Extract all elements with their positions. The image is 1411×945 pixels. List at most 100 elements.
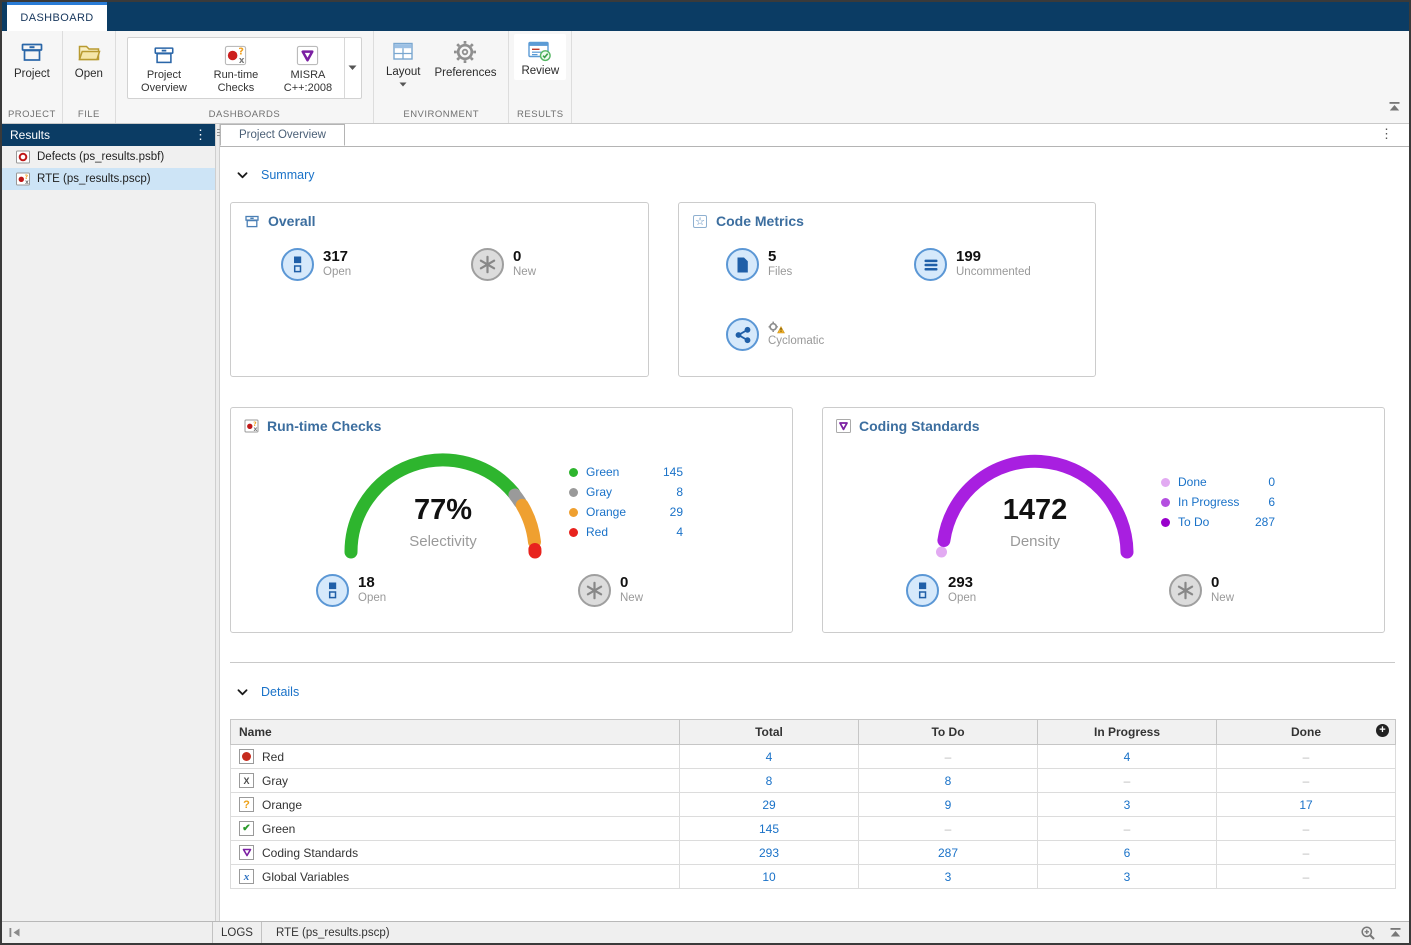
file-group-label: FILE (63, 109, 115, 120)
table-row[interactable]: ? Orange 29 9 3 17 (231, 793, 1396, 817)
table-row[interactable]: x Global Variables 10 3 3 – (231, 865, 1396, 889)
gallery-item-project-overview[interactable]: Project Overview (128, 38, 200, 98)
row-name: Gray (262, 774, 288, 788)
cell-todo[interactable]: 8 (945, 774, 952, 788)
cell-total[interactable]: 8 (766, 774, 773, 788)
legend-value[interactable]: 6 (1268, 495, 1275, 509)
ribbon: Project PROJECT Open FILE (2, 31, 1409, 124)
gallery-item-runtime-checks[interactable]: ? x Run-time Checks (200, 38, 272, 98)
runtime-open-value: 18 (358, 574, 386, 591)
cell-total[interactable]: 293 (759, 846, 779, 860)
runtime-checks-mini-icon: ? x (244, 419, 259, 433)
cell-done: – (1303, 822, 1310, 836)
legend-value[interactable]: 29 (670, 505, 683, 519)
add-column-button[interactable]: + (1376, 724, 1389, 737)
selectivity-label: Selectivity (328, 533, 558, 550)
legend-value[interactable]: 287 (1255, 515, 1275, 529)
details-section-label: Details (261, 685, 299, 699)
sidebar-item-defects[interactable]: Defects (ps_results.psbf) (2, 146, 215, 168)
star-icon: ☆ (692, 214, 708, 229)
open-button[interactable]: Open (68, 34, 110, 83)
dashboards-gallery: Project Overview ? x Run-time Checks (127, 37, 362, 99)
cell-total[interactable]: 4 (766, 750, 773, 764)
legend-label[interactable]: To Do (1178, 515, 1255, 529)
legend-row: Orange 29 (569, 502, 683, 522)
cell-total[interactable]: 29 (762, 798, 775, 812)
table-row[interactable]: Red 4 – 4 – (231, 745, 1396, 769)
collapse-left-icon[interactable] (8, 927, 21, 938)
todo-dot-icon (1161, 518, 1170, 527)
table-header-row: Name Total To Do In Progress Done + (231, 720, 1396, 745)
collapse-ribbon-button[interactable] (1388, 99, 1401, 117)
gear-warning-icon: ! (768, 320, 785, 334)
tab-project-overview[interactable]: Project Overview (220, 124, 345, 146)
column-header-done[interactable]: Done + (1217, 720, 1396, 745)
runtime-new-stat: 0 New (578, 574, 643, 607)
review-button[interactable]: Review (514, 34, 566, 80)
table-row[interactable]: X Gray 8 8 – – (231, 769, 1396, 793)
row-name: Global Variables (262, 870, 349, 884)
cell-in-progress[interactable]: 3 (1124, 798, 1131, 812)
legend-value[interactable]: 145 (663, 465, 683, 479)
cell-total[interactable]: 145 (759, 822, 779, 836)
kebab-menu-icon[interactable]: ⋮ (194, 129, 207, 141)
statusbar-left (2, 922, 213, 943)
coding-standards-card-header: Coding Standards (836, 418, 980, 434)
cell-in-progress[interactable]: 3 (1124, 870, 1131, 884)
overall-open-stat: 317 Open (281, 248, 351, 281)
legend-value[interactable]: 8 (676, 485, 683, 499)
layout-button[interactable]: Layout (379, 34, 428, 89)
cell-todo[interactable]: 3 (945, 870, 952, 884)
table-row[interactable]: Coding Standards 293 287 6 – (231, 841, 1396, 865)
legend-label[interactable]: In Progress (1178, 495, 1268, 509)
legend-value[interactable]: 0 (1268, 475, 1275, 489)
logs-tab[interactable]: LOGS (213, 922, 262, 943)
coding-standards-new-label: New (1211, 591, 1234, 605)
legend-label[interactable]: Red (586, 525, 676, 539)
cell-total[interactable]: 10 (762, 870, 775, 884)
legend-label[interactable]: Green (586, 465, 663, 479)
kebab-menu-icon[interactable]: ⋮ (1380, 128, 1393, 140)
tab-dashboard[interactable]: DASHBOARD (7, 2, 107, 31)
column-header-name[interactable]: Name (231, 720, 680, 745)
gallery-item-misra[interactable]: MISRA C++:2008 (272, 38, 344, 98)
cyclomatic-stat: ! Cyclomatic (726, 318, 824, 351)
sidebar-item-rte[interactable]: ? x RTE (ps_results.pscp) (2, 168, 215, 190)
column-header-total[interactable]: Total (680, 720, 859, 745)
project-button[interactable]: Project (7, 34, 57, 83)
orange-check-icon: ? (239, 797, 254, 812)
cell-todo[interactable]: 9 (945, 798, 952, 812)
legend-label[interactable]: Done (1178, 475, 1268, 489)
preferences-button[interactable]: Preferences (427, 34, 503, 82)
cyclomatic-label: Cyclomatic (768, 334, 824, 348)
polyspace-window: DASHBOARD Project PROJECT Open (0, 0, 1411, 945)
statusbar-results-tab[interactable]: RTE (ps_results.pscp) (262, 922, 404, 943)
table-row[interactable]: ✔ Green 145 – – – (231, 817, 1396, 841)
preferences-button-label: Preferences (434, 67, 496, 80)
cell-done: – (1303, 870, 1310, 884)
gallery-dropdown-button[interactable] (344, 38, 361, 98)
summary-section-header[interactable]: Summary (237, 167, 1409, 183)
runtime-checks-card-title: Run-time Checks (267, 418, 381, 434)
cell-todo[interactable]: 287 (938, 846, 958, 860)
legend-label[interactable]: Orange (586, 505, 670, 519)
legend-label[interactable]: Gray (586, 485, 676, 499)
cell-done[interactable]: 17 (1299, 798, 1312, 812)
cell-in-progress[interactable]: 4 (1124, 750, 1131, 764)
selectivity-value: 77% (328, 494, 558, 527)
gear-icon (453, 40, 477, 64)
chevron-down-icon (399, 82, 407, 87)
column-header-in-progress[interactable]: In Progress (1038, 720, 1217, 745)
legend-value[interactable]: 4 (676, 525, 683, 539)
code-metrics-card: ☆ Code Metrics 5 (678, 202, 1096, 377)
zoom-in-icon[interactable] (1360, 925, 1376, 941)
uncommented-lines-icon (914, 248, 947, 281)
column-header-todo[interactable]: To Do (859, 720, 1038, 745)
coding-standards-open-stat: 293 Open (906, 574, 976, 607)
collapse-up-icon[interactable] (1389, 927, 1402, 938)
cell-in-progress[interactable]: 6 (1124, 846, 1131, 860)
runtime-new-value: 0 (620, 574, 643, 591)
coding-standards-icon (239, 845, 254, 860)
green-dot-icon (569, 468, 578, 477)
details-section-header[interactable]: Details (237, 684, 1409, 700)
